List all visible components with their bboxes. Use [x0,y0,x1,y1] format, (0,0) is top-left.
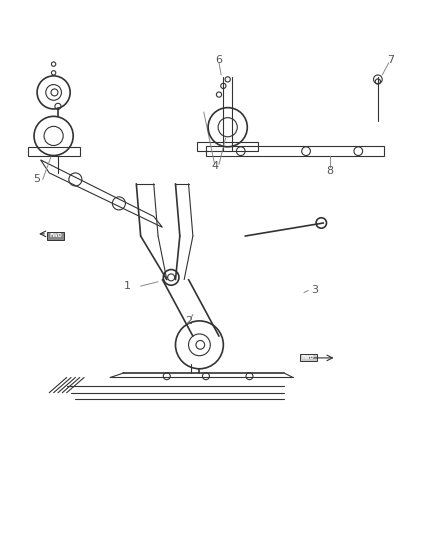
Text: 8: 8 [326,166,334,176]
FancyBboxPatch shape [47,232,64,239]
Text: 1: 1 [124,281,131,291]
Text: FWD: FWD [302,355,314,360]
Text: FWD: FWD [49,233,62,238]
Text: 5: 5 [33,174,40,184]
FancyBboxPatch shape [300,353,317,361]
Text: 2: 2 [185,316,192,326]
Text: 7: 7 [387,55,395,65]
Text: 6: 6 [215,55,223,65]
Text: 3: 3 [311,286,318,295]
Text: 4: 4 [211,161,218,172]
